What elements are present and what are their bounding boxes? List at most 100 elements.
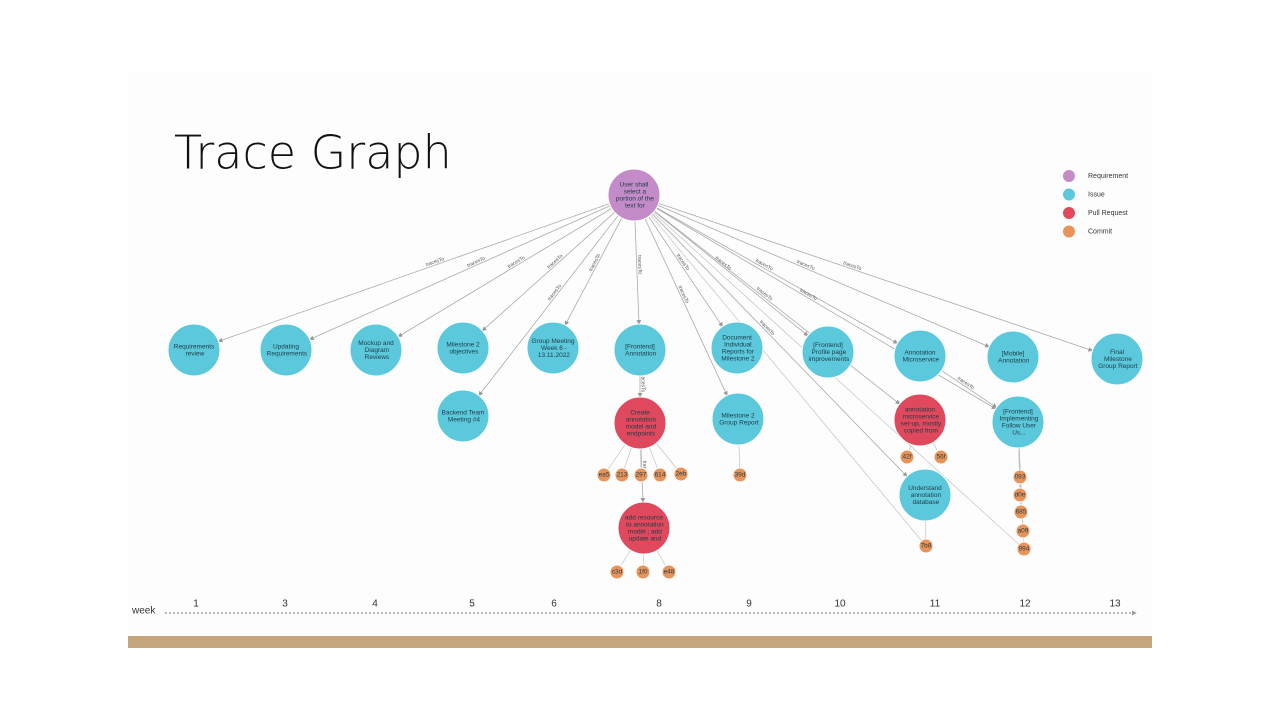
legend-label: Issue bbox=[1088, 191, 1105, 198]
edge bbox=[478, 215, 619, 397]
node bbox=[1016, 541, 1032, 557]
week-tick: 12 bbox=[1019, 599, 1031, 610]
edge bbox=[657, 204, 990, 348]
node bbox=[596, 467, 612, 483]
node-label: d0e bbox=[1015, 492, 1026, 499]
node-label: 994 bbox=[1019, 546, 1030, 553]
node-label: 093 bbox=[1015, 474, 1026, 481]
node bbox=[614, 467, 630, 483]
legend-swatch bbox=[1063, 207, 1075, 219]
week-tick: 10 bbox=[834, 599, 846, 610]
node bbox=[652, 467, 668, 483]
node-label: Milestone 2 objectives bbox=[446, 341, 480, 355]
node-label: Backend Team Meeting #4 bbox=[442, 409, 485, 423]
node-label: [Frontend] Annotation bbox=[624, 343, 657, 357]
node bbox=[1013, 504, 1029, 520]
node bbox=[991, 395, 1045, 449]
node-label: 297 bbox=[636, 472, 647, 479]
edge-label: tracesTo bbox=[842, 260, 862, 272]
legend-swatch bbox=[1063, 225, 1075, 238]
node-label: [Frontend] Profile page improvements bbox=[807, 342, 850, 363]
node bbox=[617, 501, 671, 555]
node-label: add resource to annotation model ; add u… bbox=[624, 514, 664, 542]
legend-label: Pull Request bbox=[1088, 210, 1128, 217]
node bbox=[436, 389, 490, 443]
node-label: Annotation Microservice bbox=[901, 349, 940, 363]
node-label: 1f0 bbox=[638, 569, 647, 576]
node bbox=[167, 323, 221, 377]
edge bbox=[658, 202, 1094, 352]
edge bbox=[309, 205, 611, 340]
node bbox=[259, 323, 313, 377]
node-label: Understand annotation database bbox=[908, 485, 942, 506]
edge bbox=[653, 211, 809, 337]
node-label: annotation microservice set-up, mostly c… bbox=[899, 406, 942, 434]
node bbox=[893, 329, 947, 383]
node-label: Create annotation model and endpoints bbox=[624, 409, 657, 437]
edge bbox=[217, 203, 610, 343]
week-tick: 13 bbox=[1109, 599, 1121, 610]
node bbox=[1015, 523, 1031, 539]
week-tick: 11 bbox=[930, 599, 941, 610]
node-label: User shall select a portion of the text … bbox=[614, 181, 654, 209]
node bbox=[607, 168, 661, 222]
edge bbox=[644, 218, 728, 397]
node bbox=[710, 321, 764, 375]
legend-swatch bbox=[1063, 170, 1075, 182]
edge bbox=[656, 207, 899, 344]
week-tick: 4 bbox=[372, 599, 378, 610]
node-label: ea5 bbox=[599, 472, 610, 479]
week-tick: 3 bbox=[282, 599, 288, 610]
edge bbox=[941, 370, 998, 408]
node bbox=[711, 392, 765, 446]
node-label: 213 bbox=[617, 472, 628, 479]
node bbox=[986, 330, 1040, 384]
slide-title: Trace Graph bbox=[174, 126, 452, 180]
node-label: Requirements review bbox=[174, 343, 215, 357]
node bbox=[933, 449, 949, 465]
node bbox=[661, 564, 677, 580]
node-label: 56f bbox=[936, 454, 945, 461]
edge bbox=[564, 217, 623, 326]
node bbox=[633, 467, 649, 483]
edge-label: tracesTo bbox=[636, 255, 643, 274]
node bbox=[613, 323, 667, 377]
node-label: Final Milestone Group Report bbox=[1096, 349, 1137, 370]
node bbox=[1090, 332, 1144, 386]
week-tick: 1 bbox=[193, 599, 199, 610]
legend-label: Requirement bbox=[1088, 173, 1128, 180]
node bbox=[609, 564, 625, 580]
edge bbox=[654, 210, 901, 405]
edge bbox=[648, 216, 723, 328]
edge bbox=[634, 220, 642, 325]
node bbox=[635, 564, 651, 580]
node bbox=[436, 321, 490, 375]
node-label: 2eb bbox=[676, 471, 687, 478]
week-tick: 8 bbox=[656, 599, 662, 610]
node-label: 685 bbox=[1016, 509, 1027, 516]
node bbox=[918, 538, 934, 554]
node bbox=[732, 467, 748, 483]
node-label: Document Individual Reports for Mileston… bbox=[719, 334, 754, 362]
edge bbox=[397, 208, 612, 338]
node bbox=[893, 393, 947, 447]
node-label: e48 bbox=[664, 569, 675, 576]
node-label: Group Meeting Week 6 - 13.11.2022 bbox=[532, 338, 575, 359]
edge bbox=[481, 212, 615, 332]
node bbox=[1012, 469, 1028, 485]
node bbox=[1012, 487, 1028, 503]
node bbox=[899, 449, 915, 465]
axis-label: week bbox=[131, 606, 156, 617]
node bbox=[801, 325, 855, 379]
edge bbox=[651, 213, 908, 477]
node-label: 614 bbox=[655, 472, 666, 479]
edge bbox=[656, 207, 997, 410]
week-tick: 6 bbox=[551, 599, 557, 610]
node-label: [Mobile] Annotation bbox=[997, 350, 1030, 364]
node-label: Mockup and Diagram Reviews bbox=[358, 340, 394, 361]
node bbox=[898, 468, 952, 522]
node-label: Updating Requirements bbox=[265, 343, 308, 357]
node-label: a09 bbox=[1018, 528, 1029, 535]
link bbox=[633, 194, 927, 547]
